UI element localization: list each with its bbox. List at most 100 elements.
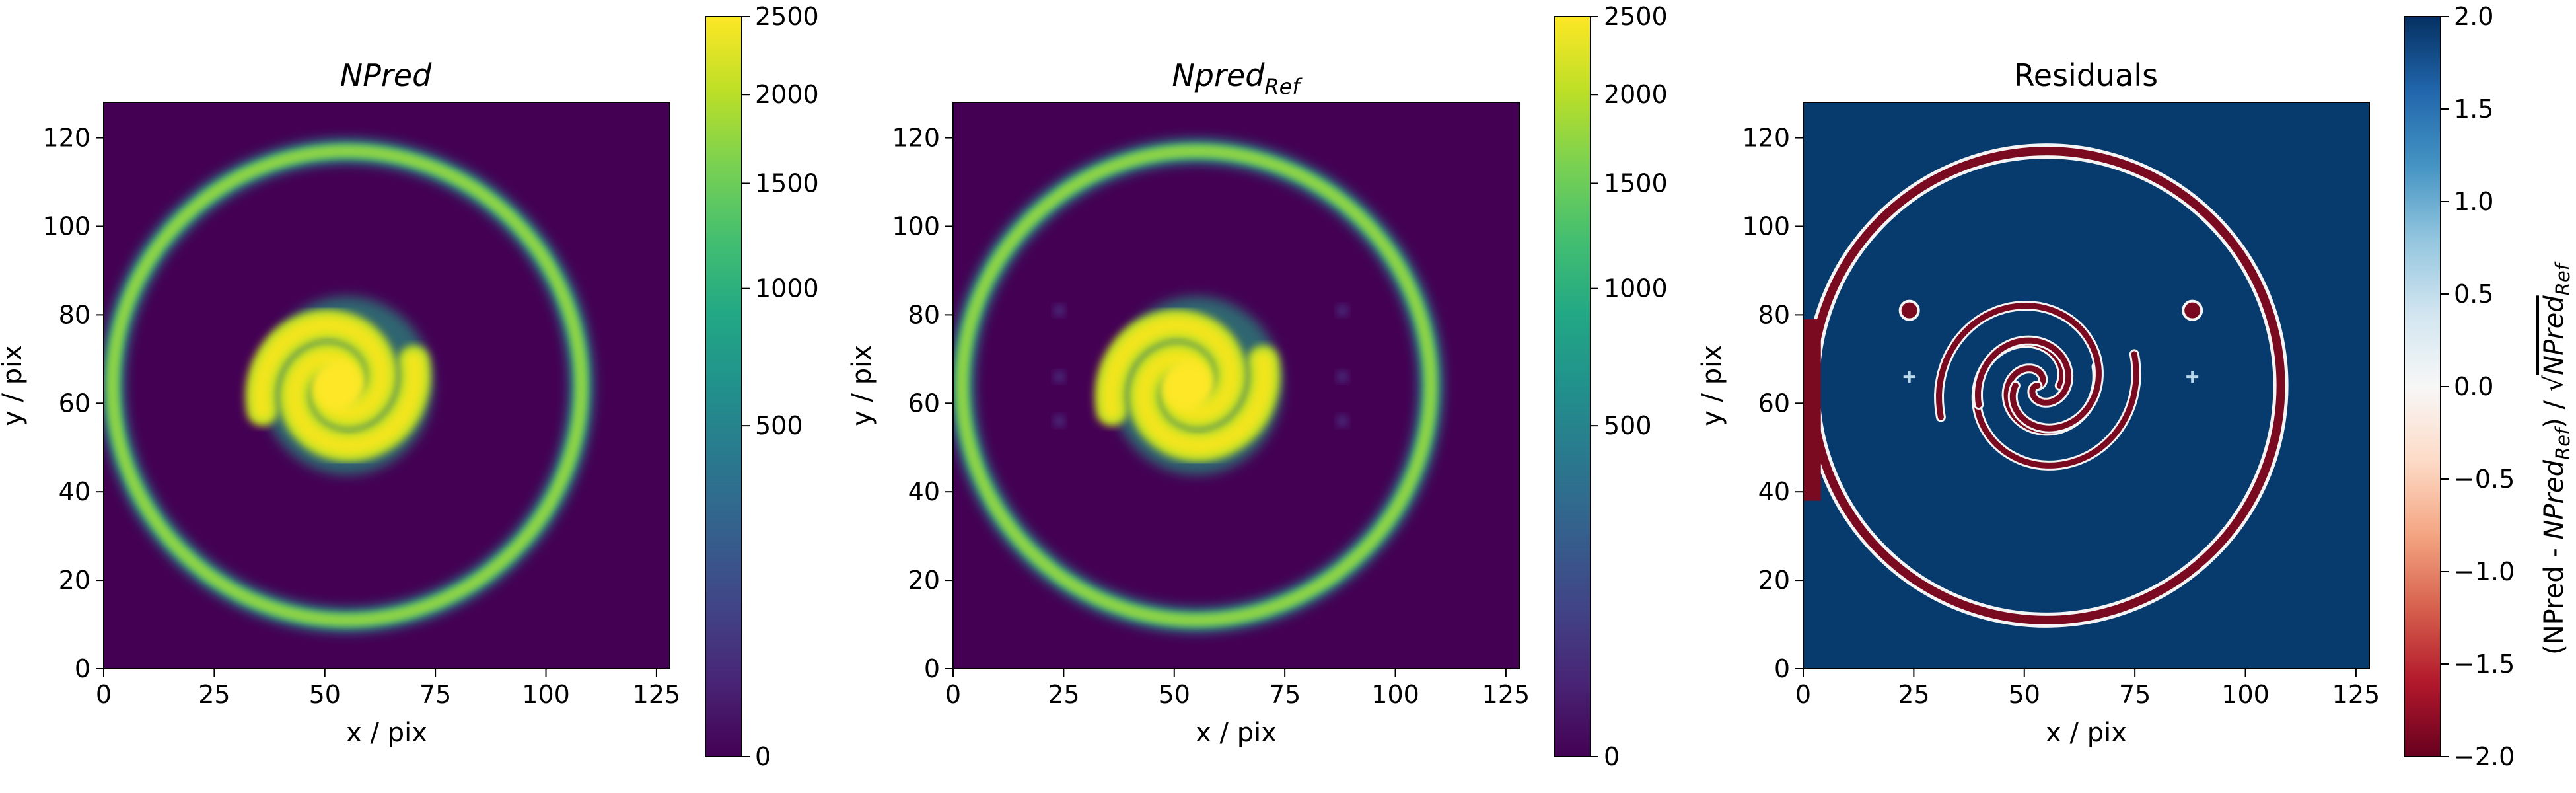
spiral-edge-1-1 [1935, 303, 2102, 432]
colorbar-label: (NPred - NPredRef) / √NPredRef [2539, 261, 2574, 655]
npred-ref-panel: NpredRef 0 25 50 75 100 125 0 20 40 60 80 100 120 x /… [847, 2, 1668, 771]
y-tick-label: 20 [59, 566, 90, 595]
x-tick-label: 25 [1048, 680, 1079, 709]
colorbar-tick-label: 1000 [755, 274, 819, 303]
x-tick-label: 75 [2119, 680, 2151, 709]
faint-source [1053, 304, 1065, 317]
x-tick-label: 0 [1795, 680, 1811, 709]
colorbar-gradient [2404, 16, 2441, 757]
colorbar-tick-label: 0 [1604, 742, 1620, 771]
colorbar-gradient [705, 16, 742, 757]
ring-edge-left-band [1803, 319, 1821, 501]
spiral-feature [245, 296, 433, 475]
y-tick-label: 100 [1742, 211, 1790, 241]
colorbar-tick-label: 1.5 [2454, 94, 2493, 124]
colorbar-gradient [1554, 16, 1591, 757]
panel-title: NpredRef [1172, 57, 1303, 99]
colorbar-tick-label: 2000 [1604, 80, 1668, 109]
faint-source [1336, 415, 1349, 428]
x-tick-label: 125 [2332, 680, 2380, 709]
x-tick-label: 100 [1371, 680, 1419, 709]
faint-source [1053, 415, 1065, 428]
y-tick-label: 60 [908, 389, 940, 418]
x-tick-label: 75 [1269, 680, 1301, 709]
x-tick-label: 75 [419, 680, 451, 709]
colorbar-tick-label: 2500 [755, 2, 819, 31]
heatmap-image [104, 102, 670, 669]
colorbar-tick-label: 500 [755, 411, 803, 440]
colorbar-tick-label: 0.5 [2454, 280, 2493, 309]
colorbar-tick-label: 1500 [1604, 169, 1668, 198]
y-axis-label: y / pix [0, 345, 28, 426]
y-tick-label: 0 [75, 654, 90, 683]
heatmap-image [953, 102, 1519, 669]
axes-frame [1803, 102, 2370, 669]
colorbar-tick-label: −0.5 [2454, 465, 2515, 494]
x-axis-label: x / pix [1196, 718, 1277, 748]
x-tick-label: 50 [2009, 680, 2040, 709]
panel-title: Residuals [2014, 57, 2158, 93]
y-axis-label: y / pix [1697, 345, 1727, 426]
x-tick-label: 0 [96, 680, 112, 709]
x-tick-label: 25 [198, 680, 230, 709]
y-tick-label: 80 [1758, 300, 1790, 329]
x-tick-label: 25 [1898, 680, 1929, 709]
colorbar: 0 500 1000 1500 2000 2500 [1554, 2, 1668, 771]
faint-source [1336, 304, 1349, 317]
y-tick-label: 80 [908, 300, 940, 329]
y-tick-label: 0 [924, 654, 940, 683]
x-tick-label: 50 [1159, 680, 1190, 709]
y-tick-label: 120 [892, 124, 940, 153]
y-tick-label: 40 [59, 477, 90, 506]
y-tick-label: 60 [59, 389, 90, 418]
point-source-residual-small [1903, 371, 1915, 383]
y-tick-label: 100 [892, 211, 940, 241]
faint-source [1053, 371, 1065, 383]
y-tick-label: 40 [908, 477, 940, 506]
x-tick-label: 100 [2221, 680, 2270, 709]
npred-panel: NPred 0 25 50 75 100 125 0 20 40 60 80 100 120 x / pi… [0, 2, 819, 771]
colorbar-tick-label: 2500 [1604, 2, 1668, 31]
colorbar: 0 500 1000 1500 2000 2500 [705, 2, 819, 771]
x-tick-label: 50 [309, 680, 341, 709]
x-tick-label: 125 [1482, 680, 1530, 709]
residuals-panel: Residuals (NPred - NPredRef) / √NPredRef… [1697, 2, 2574, 771]
spiral-center [312, 360, 363, 411]
colorbar-tick-label: 0.0 [2454, 372, 2493, 401]
spiral-feature [1094, 296, 1283, 475]
axes-frame [103, 102, 670, 669]
colorbar-tick-label: −1.5 [2454, 650, 2515, 679]
x-tick-label: 125 [633, 680, 681, 709]
spiral-edge-1-0 [1974, 337, 2072, 408]
colorbar-tick-label: 1500 [755, 169, 819, 198]
y-axis-label: y / pix [847, 345, 877, 426]
x-tick-label: 0 [945, 680, 961, 709]
colorbar-tick-label: −2.0 [2454, 742, 2515, 771]
point-source-residual [1898, 299, 1920, 321]
faint-source [1336, 371, 1349, 383]
panel-title: NPred [340, 57, 432, 93]
point-source-residual [2182, 299, 2203, 321]
colorbar-tick-label: 2000 [755, 80, 819, 109]
axes-frame [952, 102, 1520, 669]
point-source-residual-small [2186, 371, 2199, 383]
y-tick-label: 120 [42, 124, 90, 153]
colorbar-tick-label: 0 [755, 742, 771, 771]
ring-feature-peak [110, 149, 584, 623]
ring-feature-peak [959, 149, 1433, 623]
x-axis-label: x / pix [2046, 718, 2127, 748]
spiral-center [1162, 360, 1213, 411]
x-axis-label: x / pix [346, 718, 427, 748]
heatmap-image [1803, 102, 2369, 669]
colorbar-tick-label: 2.0 [2454, 2, 2493, 31]
y-tick-label: 80 [59, 300, 90, 329]
y-tick-label: 20 [1758, 566, 1790, 595]
colorbar-tick-label: 1.0 [2454, 187, 2493, 216]
colorbar: −2.0 −1.5 −1.0 −0.5 0.0 0.5 1.0 1.5 2.0 [2404, 2, 2515, 771]
colorbar-tick-label: −1.0 [2454, 557, 2515, 586]
colorbar-tick-label: 1000 [1604, 274, 1668, 303]
y-tick-label: 0 [1774, 654, 1790, 683]
y-tick-label: 120 [1742, 124, 1790, 153]
x-tick-label: 100 [522, 680, 570, 709]
